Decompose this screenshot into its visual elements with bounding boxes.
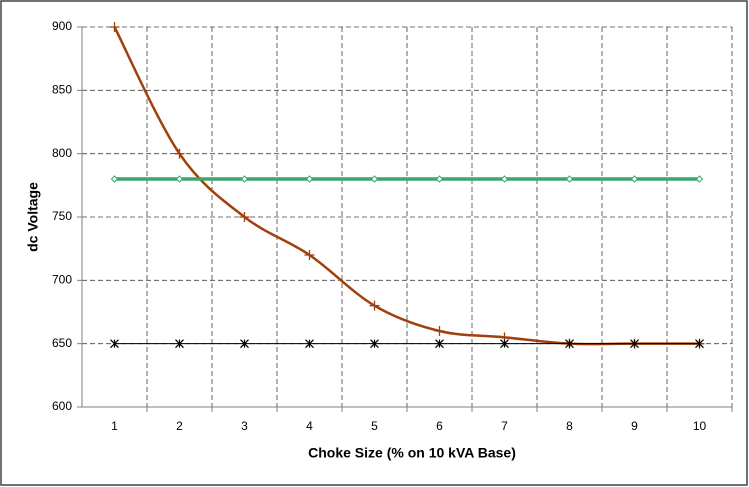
marker-asterisk [240, 339, 249, 349]
x-tick-label: 6 [436, 419, 443, 433]
x-tick-label: 7 [501, 419, 508, 433]
x-tick-label: 3 [241, 419, 248, 433]
marker-asterisk [630, 339, 639, 349]
y-tick-label: 650 [52, 336, 72, 350]
x-tick-label: 2 [176, 419, 183, 433]
marker-plus [109, 22, 120, 32]
y-tick-label: 700 [52, 273, 72, 287]
marker-asterisk [565, 339, 574, 349]
marker-diamond [695, 175, 704, 183]
marker-diamond [305, 175, 314, 183]
y-tick-label: 850 [52, 83, 72, 97]
marker-asterisk [305, 339, 314, 349]
marker-asterisk [110, 339, 119, 349]
y-tick-label: 900 [52, 19, 72, 33]
marker-diamond [500, 175, 509, 183]
x-tick-label: 1 [111, 419, 118, 433]
x-tick-label: 5 [371, 419, 378, 433]
x-axis-title: Choke Size (% on 10 kVA Base) [308, 445, 516, 461]
marker-asterisk [435, 339, 444, 349]
y-axis-title: dc Voltage [25, 182, 41, 252]
marker-diamond [175, 175, 184, 183]
marker-asterisk [500, 339, 509, 349]
marker-plus [174, 148, 185, 159]
marker-diamond [240, 175, 249, 183]
y-tick-label: 600 [52, 399, 72, 413]
marker-asterisk [695, 339, 704, 349]
marker-diamond [630, 175, 639, 183]
x-tick-label: 9 [631, 419, 638, 433]
plot [109, 22, 705, 349]
marker-asterisk [370, 339, 379, 349]
marker-asterisk [175, 339, 184, 349]
x-tick-label: 8 [566, 419, 573, 433]
marker-plus [304, 250, 315, 260]
marker-plus [239, 212, 250, 222]
y-tick-label: 800 [52, 146, 72, 160]
marker-plus [369, 300, 380, 311]
marker-diamond [110, 175, 119, 183]
marker-diamond [565, 175, 574, 183]
x-tick-label: 10 [693, 419, 707, 433]
marker-plus [434, 326, 445, 336]
x-tick-label: 4 [306, 419, 313, 433]
y-tick-label: 750 [52, 209, 72, 223]
marker-diamond [435, 175, 444, 183]
marker-diamond [370, 175, 379, 183]
